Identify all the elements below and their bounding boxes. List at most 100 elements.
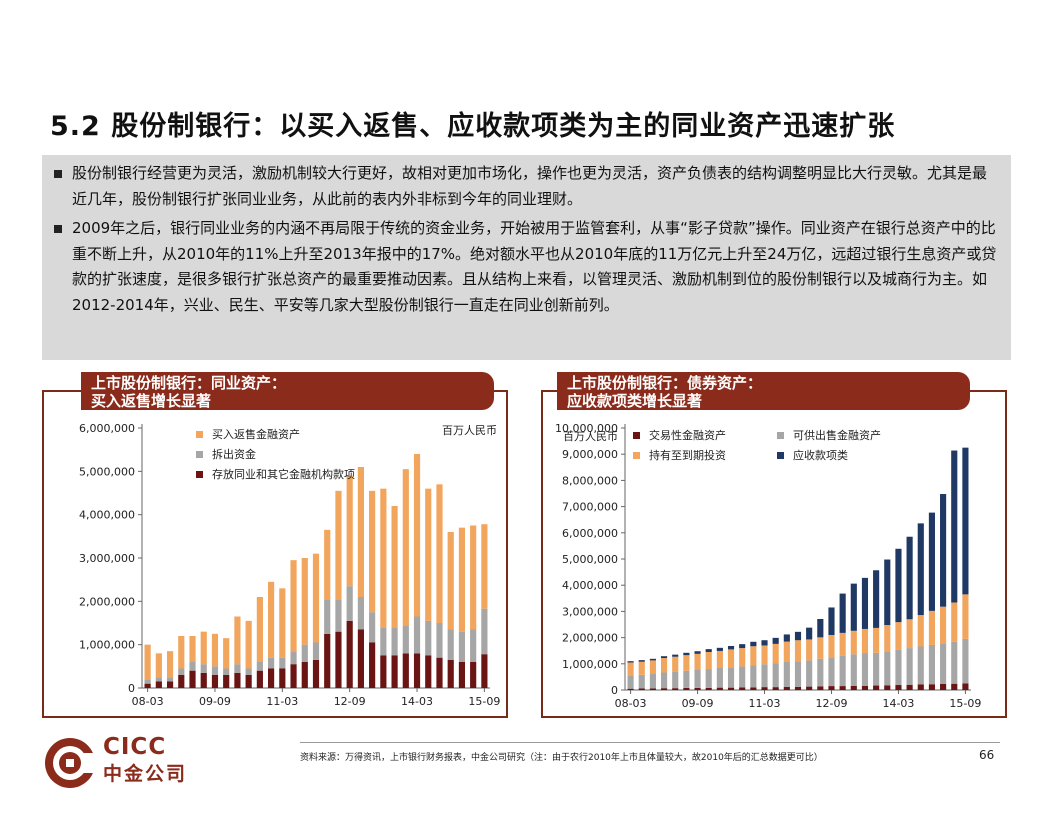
bar-segment xyxy=(346,620,353,688)
bar-segment xyxy=(850,583,857,631)
bar-segment xyxy=(705,687,712,690)
bar-segment xyxy=(895,548,902,623)
bar-segment xyxy=(470,525,477,630)
x-tick-label: 12-09 xyxy=(334,695,366,708)
x-tick-label: 12-09 xyxy=(815,697,847,710)
bar-segment xyxy=(861,653,869,686)
bar-segment xyxy=(357,467,364,597)
bar-segment xyxy=(290,664,297,688)
y-tick-label: 1,000,000 xyxy=(562,658,618,671)
bar-segment xyxy=(357,597,364,630)
bar-segment xyxy=(761,664,768,688)
bar-segment xyxy=(694,669,701,688)
bar-segment xyxy=(178,668,185,675)
bar-segment xyxy=(234,664,241,673)
bar-segment xyxy=(166,677,174,682)
bar-segment xyxy=(683,655,690,671)
bar-segment xyxy=(940,606,947,644)
y-tick-label: 2,000,000 xyxy=(79,595,135,608)
bar-segment xyxy=(817,618,824,638)
bar-segment xyxy=(806,660,813,687)
bar-segment xyxy=(268,668,275,688)
bar-segment xyxy=(895,622,902,650)
bar-segment xyxy=(727,667,735,688)
right-panel-header-line1: 上市股份制银行：债券资产： xyxy=(567,374,763,392)
y-tick-label: 2,000,000 xyxy=(562,632,618,645)
bar-segment xyxy=(694,687,701,690)
bar-segment xyxy=(705,649,712,653)
bar-segment xyxy=(627,661,634,663)
legend-label: 拆出资金 xyxy=(212,447,256,461)
bar-segment xyxy=(155,681,162,688)
bar-segment xyxy=(884,625,891,652)
bar-segment xyxy=(660,656,668,659)
bar-segment xyxy=(828,686,835,690)
bar-segment xyxy=(761,687,768,690)
bar-segment xyxy=(402,469,409,626)
bar-segment xyxy=(649,658,656,661)
bar-segment xyxy=(413,454,421,617)
bar-segment xyxy=(951,641,958,684)
bar-segment xyxy=(335,490,342,600)
bar-segment xyxy=(189,636,196,662)
bar-segment xyxy=(324,633,331,688)
bullet-box: 股份制银行经营更为灵活，激励机制较大行更好，故相对更加市场化，操作也更为灵活，资… xyxy=(42,155,1011,360)
bar-segment xyxy=(906,536,913,620)
legend-label: 存放同业和其它金融机构款项 xyxy=(212,467,355,481)
bar-segment xyxy=(705,669,712,688)
right-panel-header-line2: 应收款项类增长显著 xyxy=(567,392,703,410)
bar-segment xyxy=(672,671,679,689)
bar-segment xyxy=(301,558,308,645)
bar-segment xyxy=(928,684,936,690)
bar-segment xyxy=(750,641,757,647)
bar-segment xyxy=(951,450,958,603)
bar-segment xyxy=(200,631,207,665)
bar-segment xyxy=(279,668,286,688)
legend-label: 买入返售金融资产 xyxy=(212,427,300,441)
cicc-logo-icon xyxy=(45,738,98,788)
bar-segment xyxy=(906,684,913,690)
bar-segment xyxy=(256,662,263,671)
bar-segment xyxy=(211,666,219,675)
bar-segment xyxy=(245,620,252,669)
bar-segment xyxy=(772,643,779,664)
bar-segment xyxy=(447,532,454,630)
bar-segment xyxy=(761,645,768,665)
bar-segment xyxy=(481,654,488,688)
y-tick-label: 6,000,000 xyxy=(79,422,135,435)
bar-segment xyxy=(144,679,151,684)
bar-segment xyxy=(783,661,790,687)
bar-segment xyxy=(234,672,241,688)
bullet-item: 2009年之后，银行同业业务的内涵不再局限于传统的资金业务，开始被用于监管套利，… xyxy=(54,216,997,318)
bar-segment xyxy=(436,623,443,658)
bar-segment xyxy=(750,687,757,690)
bar-segment xyxy=(906,648,913,685)
bar-segment xyxy=(178,675,185,688)
logo-text-zh: 中金公司 xyxy=(103,763,188,785)
x-tick-label: 08-03 xyxy=(615,697,647,710)
bar-segment xyxy=(413,653,421,688)
bar-segment xyxy=(436,484,443,623)
bar-segment xyxy=(750,665,757,688)
x-tick-label: 09-09 xyxy=(199,695,231,708)
left-panel-header-line1: 上市股份制银行：同业资产： xyxy=(91,374,287,392)
y-tick-label: 0 xyxy=(611,684,618,697)
footer-divider xyxy=(300,742,1000,743)
bar-segment xyxy=(873,627,880,653)
bar-segment xyxy=(917,523,924,616)
bar-segment xyxy=(380,655,387,688)
bar-segment xyxy=(425,488,432,621)
bar-segment xyxy=(917,684,924,690)
bar-segment xyxy=(884,651,891,686)
bar-segment xyxy=(839,686,846,690)
bar-segment xyxy=(200,672,207,688)
bar-segment xyxy=(481,524,488,609)
bar-segment xyxy=(234,616,241,665)
left-panel-header: 上市股份制银行：同业资产： 买入返售增长显著 xyxy=(81,372,494,410)
bar-segment xyxy=(402,625,409,654)
legend-swatch xyxy=(196,431,203,438)
bar-segment xyxy=(817,637,824,659)
bar-segment xyxy=(806,627,813,640)
bar-segment xyxy=(705,652,712,670)
bar-segment xyxy=(861,577,869,629)
